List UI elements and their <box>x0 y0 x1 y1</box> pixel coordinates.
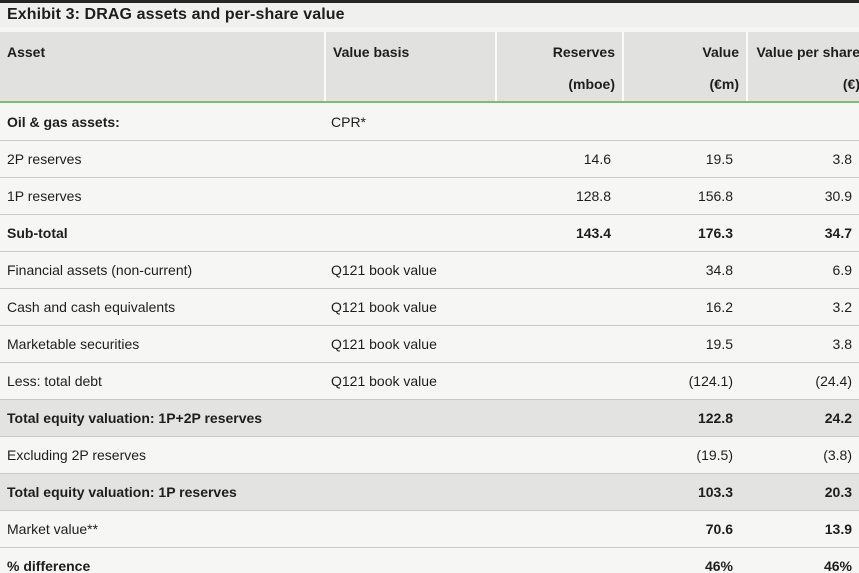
table-row: Oil & gas assets: CPR* <box>0 103 859 140</box>
asset-cell: Marketable securities <box>7 336 140 352</box>
value-cell: 103.3 <box>697 484 733 500</box>
value-per-share-cell: 20.3 <box>824 484 852 500</box>
table-row: 1P reserves 128.8 156.8 30.9 <box>0 177 859 214</box>
table-row: Market value** 70.6 13.9 <box>0 510 859 547</box>
asset-cell: 2P reserves <box>7 151 82 167</box>
value-per-share-cell: 46% <box>823 558 852 573</box>
column-header-unit: (€) <box>842 76 859 92</box>
column-header-unit: (mboe) <box>568 76 615 92</box>
value-per-share-cell: 3.8 <box>832 151 852 167</box>
table-row: Financial assets (non-current) Q121 book… <box>0 251 859 288</box>
value-basis-cell: CPR* <box>331 113 367 130</box>
table-row: Total equity valuation: 1P+2P reserves 1… <box>0 399 859 436</box>
table-row: Marketable securities Q121 book value 19… <box>0 325 859 362</box>
value-per-share-cell: 30.9 <box>824 188 852 204</box>
column-header-label: Value per share <box>756 44 859 60</box>
asset-cell: 1P reserves <box>7 188 82 204</box>
value-per-share-cell: 3.8 <box>832 336 852 352</box>
asset-cell: Total equity valuation: 1P+2P reserves <box>7 410 263 426</box>
column-header-value-per-share: Value per share (€) <box>748 32 859 101</box>
value-cell: (124.1) <box>688 373 733 389</box>
column-header-label: Asset <box>7 44 46 60</box>
column-header-unit <box>7 76 317 92</box>
value-per-share-cell: (3.8) <box>823 447 852 463</box>
asset-cell: Total equity valuation: 1P reserves <box>7 484 237 500</box>
value-per-share-cell: 24.2 <box>824 410 852 426</box>
value-per-share-cell: 6.9 <box>832 262 852 278</box>
asset-cell: Less: total debt <box>7 373 102 389</box>
exhibit-title-bar: Exhibit 3: DRAG assets and per-share val… <box>0 0 859 27</box>
table-header-row: Asset Value basis Reserves (mboe) Value … <box>0 32 859 101</box>
column-header-value: Value (€m) <box>624 32 746 101</box>
value-cell: 19.5 <box>705 336 733 352</box>
table-row: Total equity valuation: 1P reserves 103.… <box>0 473 859 510</box>
value-cell: 16.2 <box>705 299 733 315</box>
value-cell: 19.5 <box>705 151 733 167</box>
value-cell: 176.3 <box>697 225 733 241</box>
asset-cell: Market value** <box>7 521 99 537</box>
value-basis-cell: Q121 book value <box>331 299 437 315</box>
asset-cell: Financial assets (non-current) <box>7 262 193 278</box>
value-per-share-cell: 13.9 <box>824 521 852 537</box>
column-header-value-basis: Value basis <box>326 32 495 101</box>
header-accent-rule <box>0 101 859 103</box>
value-per-share-cell: 3.2 <box>832 299 852 315</box>
value-cell: 122.8 <box>697 410 733 426</box>
table-body: Oil & gas assets: CPR* 2P reserves 14.6 … <box>0 103 859 573</box>
value-per-share-cell: (24.4) <box>815 373 852 389</box>
value-basis-cell: Q121 book value <box>331 373 437 389</box>
asset-cell: Oil & gas assets: <box>7 113 120 130</box>
value-per-share-cell: 34.7 <box>824 225 852 241</box>
value-cell: (19.5) <box>696 447 733 463</box>
table-row: % difference 46% 46% <box>0 547 859 573</box>
column-header-unit: (€m) <box>709 76 739 92</box>
table-row: Less: total debt Q121 book value (124.1)… <box>0 362 859 399</box>
value-cell: 156.8 <box>697 188 733 204</box>
column-header-label: Value basis <box>333 44 410 60</box>
value-cell: 34.8 <box>705 262 733 278</box>
asset-cell: Excluding 2P reserves <box>7 447 147 463</box>
asset-cell: Cash and cash equivalents <box>7 299 176 315</box>
asset-cell: Sub-total <box>7 225 68 241</box>
column-header-asset: Asset <box>0 32 324 101</box>
asset-cell: % difference <box>7 558 91 573</box>
table-row: 2P reserves 14.6 19.5 3.8 <box>0 140 859 177</box>
reserves-cell: 143.4 <box>575 225 611 241</box>
table-row: Excluding 2P reserves (19.5) (3.8) <box>0 436 859 473</box>
exhibit-title: Exhibit 3: DRAG assets and per-share val… <box>7 6 345 23</box>
value-basis-cell: Q121 book value <box>331 336 437 352</box>
column-header-unit <box>333 76 488 92</box>
table-row: Cash and cash equivalents Q121 book valu… <box>0 288 859 325</box>
column-header-label: Reserves <box>552 44 615 60</box>
value-cell: 70.6 <box>705 521 733 537</box>
column-header-reserves: Reserves (mboe) <box>497 32 622 101</box>
column-header-label: Value <box>702 44 739 60</box>
value-basis-cell: Q121 book value <box>331 262 437 278</box>
reserves-cell: 14.6 <box>583 151 611 167</box>
reserves-cell: 128.8 <box>575 188 611 204</box>
table-row: Sub-total 143.4 176.3 34.7 <box>0 214 859 251</box>
value-cell: 46% <box>704 558 733 573</box>
